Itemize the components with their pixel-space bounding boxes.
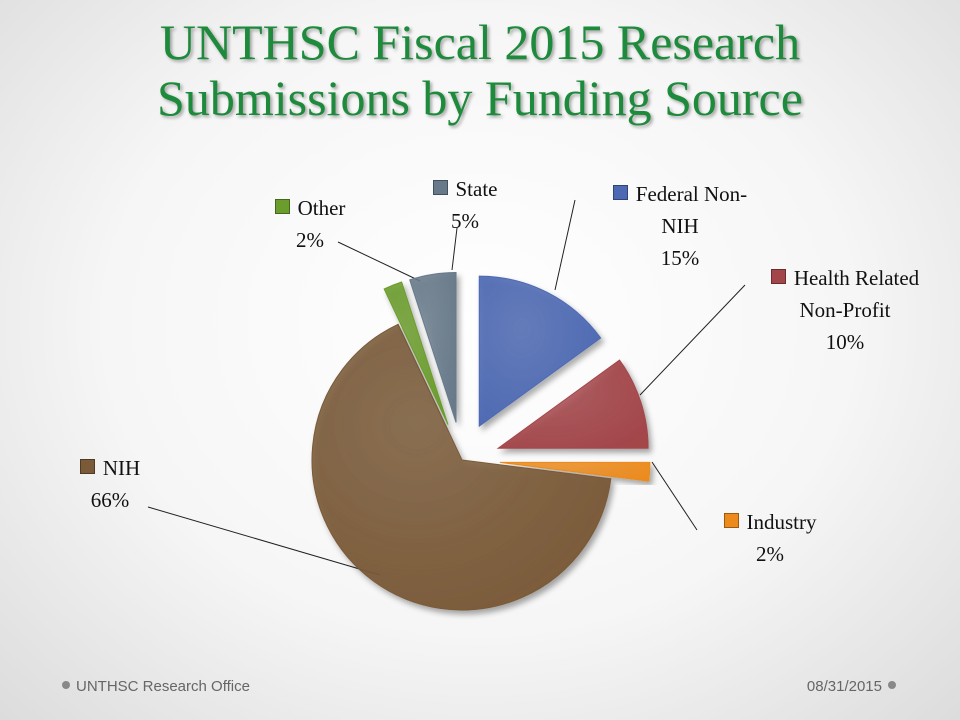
footer-date: 08/31/2015 <box>806 678 882 695</box>
leader-line <box>337 241 421 282</box>
percent-label: 15% <box>660 246 700 270</box>
legend-key <box>770 269 786 284</box>
category-name: Federal Non-NIH <box>635 182 748 238</box>
category-name: NIH <box>102 456 141 480</box>
leader-line <box>651 461 698 531</box>
category-name: Health Related Non-Profit <box>793 266 920 322</box>
footer-text: UNTHSC Research Office <box>76 678 250 695</box>
leader-line <box>554 199 576 291</box>
category-name: Other <box>297 196 346 220</box>
chart-title: UNTHSC Fiscal 2015 Research Submissions … <box>157 14 803 126</box>
data-label: Industry 2% <box>700 506 840 570</box>
pie-slice <box>383 281 449 425</box>
data-label: Health Related Non-Profit 10% <box>750 262 940 358</box>
legend-key <box>79 459 95 474</box>
percent-label: 5% <box>451 209 479 233</box>
legend-key <box>723 513 739 528</box>
category-name: Industry <box>746 510 817 534</box>
footer-right: 08/31/2015 <box>807 678 902 695</box>
legend-key <box>432 180 448 195</box>
percent-label: 2% <box>756 542 784 566</box>
data-label: Federal Non-NIH 15% <box>598 178 763 274</box>
percent-label: 10% <box>825 330 865 354</box>
pie-slice <box>478 275 602 428</box>
pie-slice <box>496 359 649 449</box>
data-label: Other 2% <box>250 192 370 256</box>
pie-slice <box>409 271 457 423</box>
legend-key <box>612 185 628 200</box>
pie-slice <box>311 323 612 611</box>
percent-label: 66% <box>90 488 130 512</box>
footer-left: UNTHSC Research Office <box>56 678 250 695</box>
leader-line <box>451 227 458 271</box>
leader-line <box>147 506 381 576</box>
pie-slice <box>499 461 651 482</box>
leader-line <box>639 284 746 396</box>
legend-key <box>274 199 290 214</box>
data-label: State 5% <box>415 173 515 237</box>
percent-label: 2% <box>296 228 324 252</box>
category-name: State <box>455 177 498 201</box>
data-label: NIH 66% <box>50 452 170 516</box>
